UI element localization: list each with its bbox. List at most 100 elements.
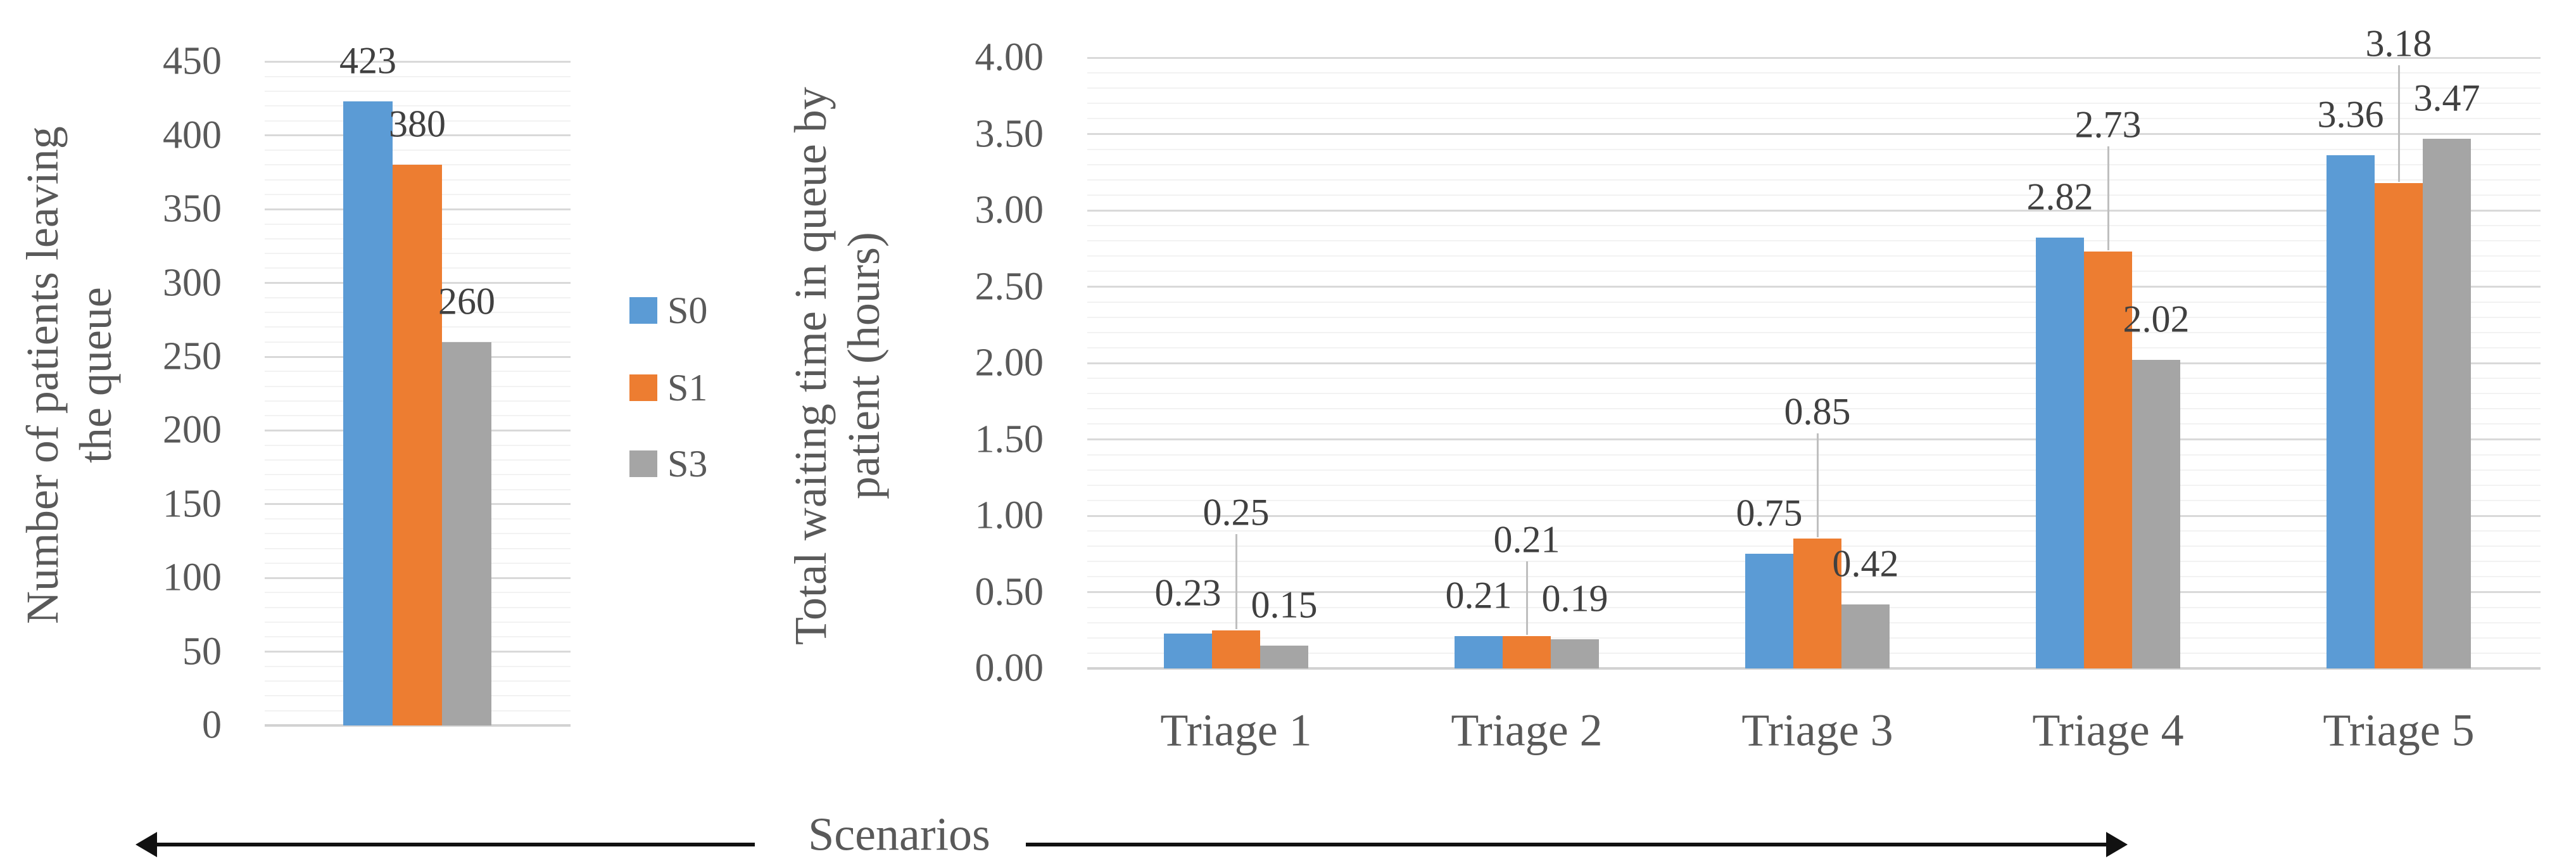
legend-label: S3 bbox=[667, 443, 708, 485]
legend-item-s0: S0 bbox=[629, 290, 708, 331]
legend-label: S0 bbox=[667, 290, 708, 331]
gridline-major bbox=[1087, 514, 2541, 517]
gridline-major bbox=[1087, 133, 2541, 135]
category-label: Triage 4 bbox=[2032, 705, 2184, 756]
right-chart-y-axis-title-line1: Total waiting time in queue by bbox=[785, 87, 836, 645]
data-label-s0: 3.36 bbox=[2317, 93, 2384, 136]
bar-s3 bbox=[1551, 639, 1599, 668]
y-axis-tick-label: 350 bbox=[163, 187, 222, 231]
legend-item-s3: S3 bbox=[629, 443, 708, 485]
y-axis-tick-label: 2.00 bbox=[975, 341, 1044, 385]
data-label-s1: 380 bbox=[389, 103, 446, 145]
category-label: Triage 3 bbox=[1741, 705, 1893, 756]
bar-s0 bbox=[1745, 554, 1793, 668]
gridline-minor bbox=[265, 120, 571, 122]
gridline-minor bbox=[265, 75, 571, 77]
data-label-s0: 0.21 bbox=[1445, 574, 1512, 616]
data-label-s0: 0.23 bbox=[1154, 571, 1222, 614]
gridline-minor bbox=[1087, 301, 2541, 303]
data-label-leader-line bbox=[2107, 146, 2109, 251]
bar-s3 bbox=[2132, 360, 2180, 668]
bar-s0 bbox=[343, 101, 393, 725]
gridline-minor bbox=[1087, 163, 2541, 165]
right-arrowhead-icon bbox=[2106, 832, 2128, 857]
y-axis-tick-label: 4.00 bbox=[975, 35, 1044, 79]
gridline-minor bbox=[1087, 469, 2541, 471]
bar-s1 bbox=[2375, 182, 2423, 668]
gridline-minor bbox=[1087, 408, 2541, 410]
data-label-s1: 0.25 bbox=[1203, 491, 1270, 533]
data-label-s0: 2.82 bbox=[2026, 176, 2093, 218]
data-label-s3: 0.19 bbox=[1541, 577, 1608, 620]
gridline-minor bbox=[265, 150, 571, 151]
gridline-minor bbox=[1087, 225, 2541, 227]
y-axis-tick-label: 400 bbox=[163, 113, 222, 157]
scenarios-right-arrow-line bbox=[1026, 843, 2109, 846]
scenarios-axis-label: Scenarios bbox=[808, 808, 990, 861]
y-axis-tick-label: 1.50 bbox=[975, 418, 1044, 461]
bar-s0 bbox=[2036, 238, 2084, 668]
gridline-minor bbox=[1087, 240, 2541, 242]
data-label-s3: 3.47 bbox=[2413, 77, 2480, 119]
y-axis-tick-label: 250 bbox=[163, 335, 222, 378]
bar-s3 bbox=[442, 341, 491, 725]
gridline-minor bbox=[1087, 271, 2541, 272]
y-axis-tick-label: 0.00 bbox=[975, 646, 1044, 690]
data-label-leader-line bbox=[1235, 534, 1237, 629]
gridline-minor bbox=[1087, 103, 2541, 105]
left-chart-y-axis-title-line1: Number of patients leaving bbox=[17, 126, 68, 625]
legend-item-s1: S1 bbox=[629, 367, 708, 409]
bar-s1 bbox=[1212, 630, 1260, 668]
legend-label: S1 bbox=[667, 367, 708, 409]
data-label-s1: 0.85 bbox=[1784, 390, 1851, 433]
y-axis-tick-label: 100 bbox=[163, 556, 222, 599]
bar-s1 bbox=[1503, 636, 1551, 668]
gridline-major bbox=[1087, 286, 2541, 288]
gridline-minor bbox=[1087, 148, 2541, 150]
y-axis-tick-label: 0 bbox=[202, 703, 222, 747]
scenarios-left-arrow-line bbox=[152, 843, 755, 846]
y-axis-tick-label: 450 bbox=[163, 39, 222, 83]
legend-swatch-s3 bbox=[629, 450, 657, 477]
data-label-s0: 0.75 bbox=[1736, 492, 1803, 534]
gridline-minor bbox=[1087, 393, 2541, 395]
gridline-minor bbox=[1087, 331, 2541, 333]
bar-s3 bbox=[1260, 645, 1308, 668]
y-axis-tick-label: 200 bbox=[163, 408, 222, 452]
bar-s1 bbox=[1793, 539, 1841, 668]
bar-s1 bbox=[2084, 252, 2132, 668]
y-axis-tick-label: 2.50 bbox=[975, 265, 1044, 308]
gridline-minor bbox=[1087, 72, 2541, 74]
data-label-leader-line bbox=[2397, 65, 2400, 182]
y-axis-tick-label: 1.00 bbox=[975, 494, 1044, 537]
gridline-major bbox=[1087, 56, 2541, 59]
left-chart-y-axis-title: Number of patients leaving the queue bbox=[16, 89, 122, 662]
gridline-minor bbox=[1087, 87, 2541, 89]
y-axis-tick-label: 300 bbox=[163, 261, 222, 305]
left-chart-y-axis-title-line2: the queue bbox=[70, 287, 121, 464]
gridline-major bbox=[265, 60, 571, 63]
legend-swatch-s1 bbox=[629, 374, 657, 401]
category-label: Triage 5 bbox=[2323, 705, 2475, 756]
gridline-minor bbox=[265, 91, 571, 93]
data-label-s3: 0.42 bbox=[1832, 542, 1899, 585]
data-label-s1: 3.18 bbox=[2365, 22, 2432, 65]
bar-s0 bbox=[1164, 633, 1212, 668]
bar-s1 bbox=[393, 165, 442, 725]
category-label: Triage 1 bbox=[1160, 705, 1312, 756]
gridline-major bbox=[265, 134, 571, 137]
bar-s3 bbox=[2423, 138, 2471, 668]
y-axis-tick-label: 3.00 bbox=[975, 188, 1044, 232]
data-label-leader-line bbox=[1816, 433, 1819, 538]
x-axis-line bbox=[265, 724, 571, 727]
right-chart-y-axis-title: Total waiting time in queue by patient (… bbox=[784, 79, 890, 653]
bar-s0 bbox=[2327, 155, 2375, 668]
data-label-s3: 260 bbox=[438, 280, 495, 322]
bar-s3 bbox=[1841, 604, 1890, 668]
gridline-minor bbox=[1087, 423, 2541, 425]
gridline-minor bbox=[1087, 194, 2541, 196]
x-axis-line bbox=[1087, 667, 2541, 670]
y-axis-tick-label: 50 bbox=[182, 630, 222, 673]
gridline-minor bbox=[1087, 378, 2541, 380]
